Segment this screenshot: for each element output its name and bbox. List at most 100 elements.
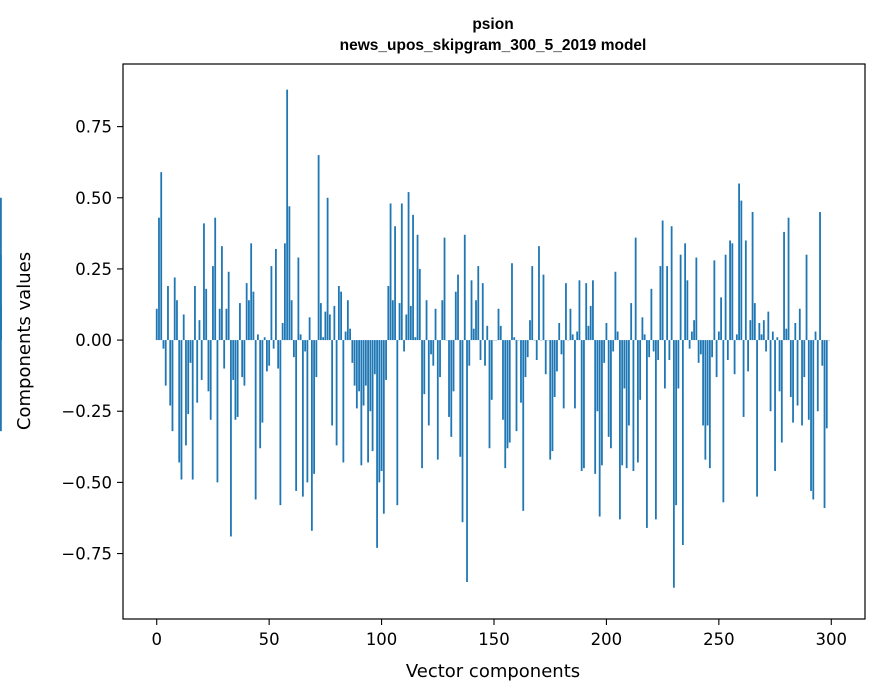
bar-216 — [641, 317, 644, 341]
bar-233 — [679, 254, 682, 341]
bar-172 — [542, 274, 545, 341]
bar-30 — [223, 340, 226, 369]
bar-124 — [434, 308, 437, 341]
bar-277 — [778, 340, 781, 392]
bar-296 — [821, 340, 824, 366]
bar-15 — [189, 340, 192, 363]
bar-257 — [733, 340, 736, 375]
bar-283 — [792, 340, 794, 423]
y-tick-label: 0.75 — [75, 118, 112, 137]
bar-35 — [234, 340, 237, 420]
bars-group — [0, 89, 830, 588]
bar-227 — [666, 266, 669, 341]
bar-120 — [425, 300, 428, 341]
bar-196 — [596, 340, 599, 412]
bar-87 — [351, 340, 354, 363]
bar-239 — [693, 320, 696, 341]
bar-270 — [762, 320, 765, 341]
bar-289 — [805, 254, 808, 341]
bar-197 — [598, 340, 601, 517]
bar-79 — [333, 305, 336, 341]
bar-241 — [697, 340, 700, 363]
bar-212 — [632, 340, 635, 471]
bar-297 — [823, 340, 826, 508]
bar-163 — [522, 340, 525, 511]
bar-298 — [825, 340, 828, 429]
bar-62 — [295, 340, 298, 491]
bar-231 — [675, 340, 678, 506]
bar-285 — [796, 340, 799, 406]
bar-243 — [702, 340, 705, 426]
y-tick-label: −0.50 — [61, 473, 112, 492]
bar-84 — [344, 331, 347, 341]
bar-4 — [164, 340, 167, 386]
bar-149 — [490, 340, 493, 400]
bar-202 — [610, 340, 612, 449]
bar-undefined — [0, 340, 2, 432]
bar-47 — [261, 340, 264, 423]
bar-191 — [585, 283, 588, 341]
bar-180 — [560, 340, 563, 355]
x-tick-label: 250 — [703, 630, 735, 649]
bar-262 — [744, 240, 747, 341]
bar-65 — [301, 340, 304, 497]
bar-294 — [816, 340, 819, 412]
plot-frame — [122, 63, 866, 620]
bar-22 — [205, 288, 208, 341]
bar-279 — [783, 231, 785, 341]
bar-46 — [259, 340, 262, 449]
bar-177 — [553, 340, 556, 397]
bar-107 — [396, 340, 399, 506]
bar-280 — [785, 328, 788, 341]
bar-108 — [398, 303, 401, 341]
bar-74 — [322, 337, 325, 341]
bar-68 — [308, 317, 311, 341]
bar-32 — [227, 271, 230, 341]
bar-118 — [421, 340, 423, 469]
bar-44 — [254, 340, 257, 500]
bar-58 — [286, 89, 289, 341]
bar-186 — [574, 340, 576, 409]
bar-125 — [436, 340, 439, 460]
bar-179 — [558, 323, 561, 341]
chart-subtitle: news_upos_skipgram_300_5_2019 model — [340, 37, 647, 54]
y-tick-label: 0.50 — [75, 189, 112, 208]
bar-41 — [248, 300, 250, 341]
bar-undefined — [0, 254, 2, 341]
bar-69 — [310, 340, 313, 531]
bar-131 — [450, 340, 453, 437]
bar-112 — [407, 192, 410, 341]
bar-175 — [549, 340, 552, 460]
bar-106 — [394, 226, 396, 341]
bar-159 — [513, 337, 516, 341]
bar-130 — [448, 340, 450, 417]
bar-284 — [794, 323, 797, 341]
bar-56 — [281, 323, 284, 341]
bar-24 — [209, 340, 212, 420]
bar-263 — [747, 340, 749, 372]
bar-86 — [349, 328, 351, 341]
bar-273 — [769, 340, 772, 412]
bar-154 — [502, 340, 504, 420]
bar-111 — [405, 314, 408, 341]
bar-85 — [346, 300, 349, 341]
bar-143 — [477, 266, 480, 341]
bar-155 — [504, 340, 507, 469]
bar-101 — [382, 340, 385, 514]
bar-117 — [418, 268, 421, 341]
bar-104 — [389, 203, 392, 341]
bar-70 — [313, 340, 316, 474]
bar-64 — [299, 334, 302, 341]
bar-223 — [657, 340, 660, 360]
bar-287 — [801, 340, 803, 426]
bar-190 — [583, 340, 585, 469]
bar-286 — [798, 308, 801, 341]
bar-73 — [319, 303, 322, 341]
bar-38 — [241, 340, 244, 378]
bar-93 — [364, 340, 367, 386]
bar-187 — [576, 331, 579, 341]
bar-142 — [475, 300, 477, 341]
bar-139 — [468, 340, 471, 366]
bar-109 — [400, 203, 403, 341]
bar-288 — [803, 340, 806, 378]
